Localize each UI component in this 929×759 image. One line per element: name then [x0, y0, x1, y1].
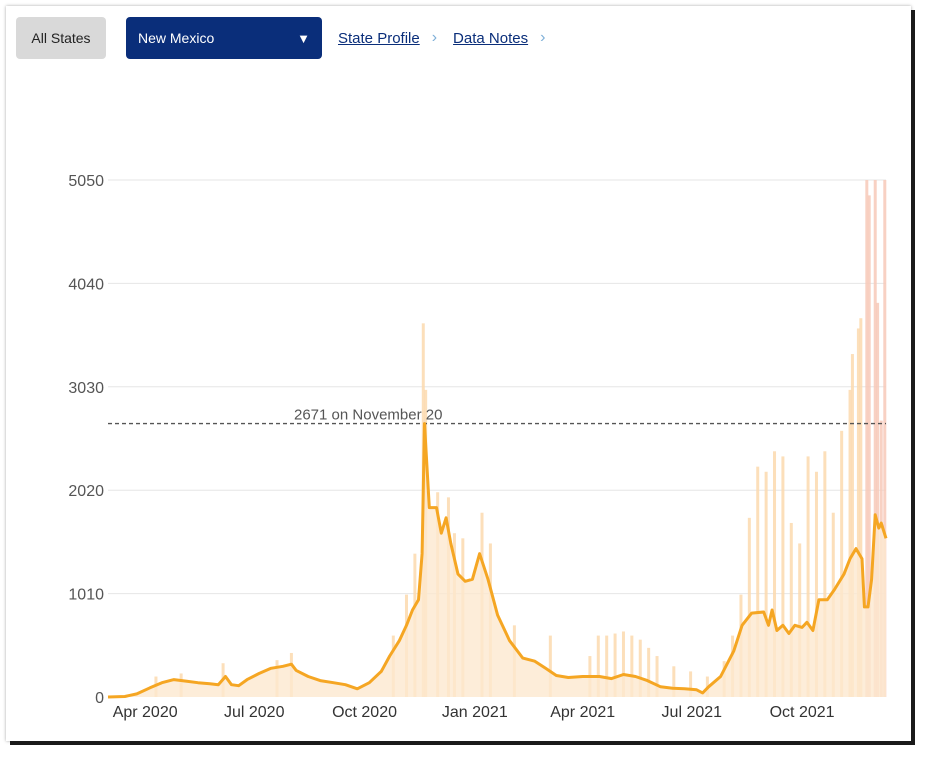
daily-bar [883, 180, 887, 697]
y-tick-label: 0 [95, 690, 104, 707]
daily-bar [781, 456, 785, 697]
daily-bar [596, 635, 600, 697]
daily-bar [876, 302, 880, 697]
daily-bar [814, 471, 818, 697]
daily-bar [655, 656, 659, 697]
daily-bar [621, 631, 625, 697]
state-profile-link[interactable]: State Profile [338, 29, 420, 47]
daily-bar [859, 318, 863, 697]
x-tick-label: Jul 2021 [662, 704, 723, 721]
daily-bar [798, 543, 802, 697]
chevron-down-icon: ▼ [297, 30, 310, 46]
y-tick-label: 5050 [68, 173, 104, 190]
daily-bars [154, 180, 887, 697]
daily-bar [764, 471, 768, 697]
daily-bar [856, 328, 860, 697]
daily-bar [689, 671, 693, 697]
x-tick-label: Apr 2021 [550, 704, 615, 721]
state-select-value: New Mexico [138, 30, 215, 46]
daily-bar [865, 180, 869, 697]
daily-bar [647, 647, 651, 697]
average-area-fill [108, 423, 886, 697]
y-tick-label: 1010 [68, 587, 104, 604]
y-tick-label: 3030 [68, 380, 104, 397]
daily-bar [548, 635, 552, 697]
state-select[interactable]: New Mexico ▼ [126, 17, 322, 59]
y-tick-label: 2020 [68, 483, 104, 500]
chevron-right-icon: › [540, 29, 546, 46]
x-tick-label: Oct 2020 [332, 704, 397, 721]
daily-bar [840, 430, 844, 697]
reference-line-group: 2671 on November 20 [108, 407, 886, 425]
y-axis: 0 1010 2020 3030 4040 5050 [68, 173, 104, 707]
toolbar: All States New Mexico ▼ State Profile › … [16, 17, 545, 59]
x-axis: Apr 2020 Jul 2020 Oct 2020 Jan 2021 Apr 2021… [113, 704, 835, 721]
average-line-group [107, 422, 888, 699]
daily-bar [605, 635, 609, 697]
chevron-right-icon: › [431, 29, 438, 46]
daily-bar [630, 635, 634, 697]
daily-bar [773, 451, 777, 697]
daily-bar [789, 522, 793, 697]
reference-line-label: 2671 on November 20 [294, 407, 442, 424]
daily-bar [806, 456, 810, 697]
x-tick-label: Jul 2020 [224, 704, 285, 721]
daily-bar [638, 639, 642, 697]
x-tick-label: Oct 2021 [770, 704, 835, 721]
daily-bar [850, 354, 854, 697]
daily-bar [823, 451, 827, 697]
y-tick-label: 4040 [68, 276, 104, 293]
x-tick-label: Apr 2020 [113, 704, 178, 721]
daily-bar [873, 180, 877, 697]
average-line [107, 422, 888, 699]
daily-bar [613, 633, 617, 697]
all-states-button[interactable]: All States [16, 17, 106, 59]
daily-bar [672, 666, 676, 697]
x-tick-label: Jan 2021 [442, 704, 508, 721]
gridlines [108, 179, 886, 595]
daily-bar [756, 466, 760, 697]
daily-bar [867, 195, 871, 697]
data-notes-link[interactable]: Data Notes [453, 29, 529, 47]
average-area [108, 423, 886, 697]
daily-bar [747, 517, 751, 697]
daily-bar [848, 389, 852, 697]
